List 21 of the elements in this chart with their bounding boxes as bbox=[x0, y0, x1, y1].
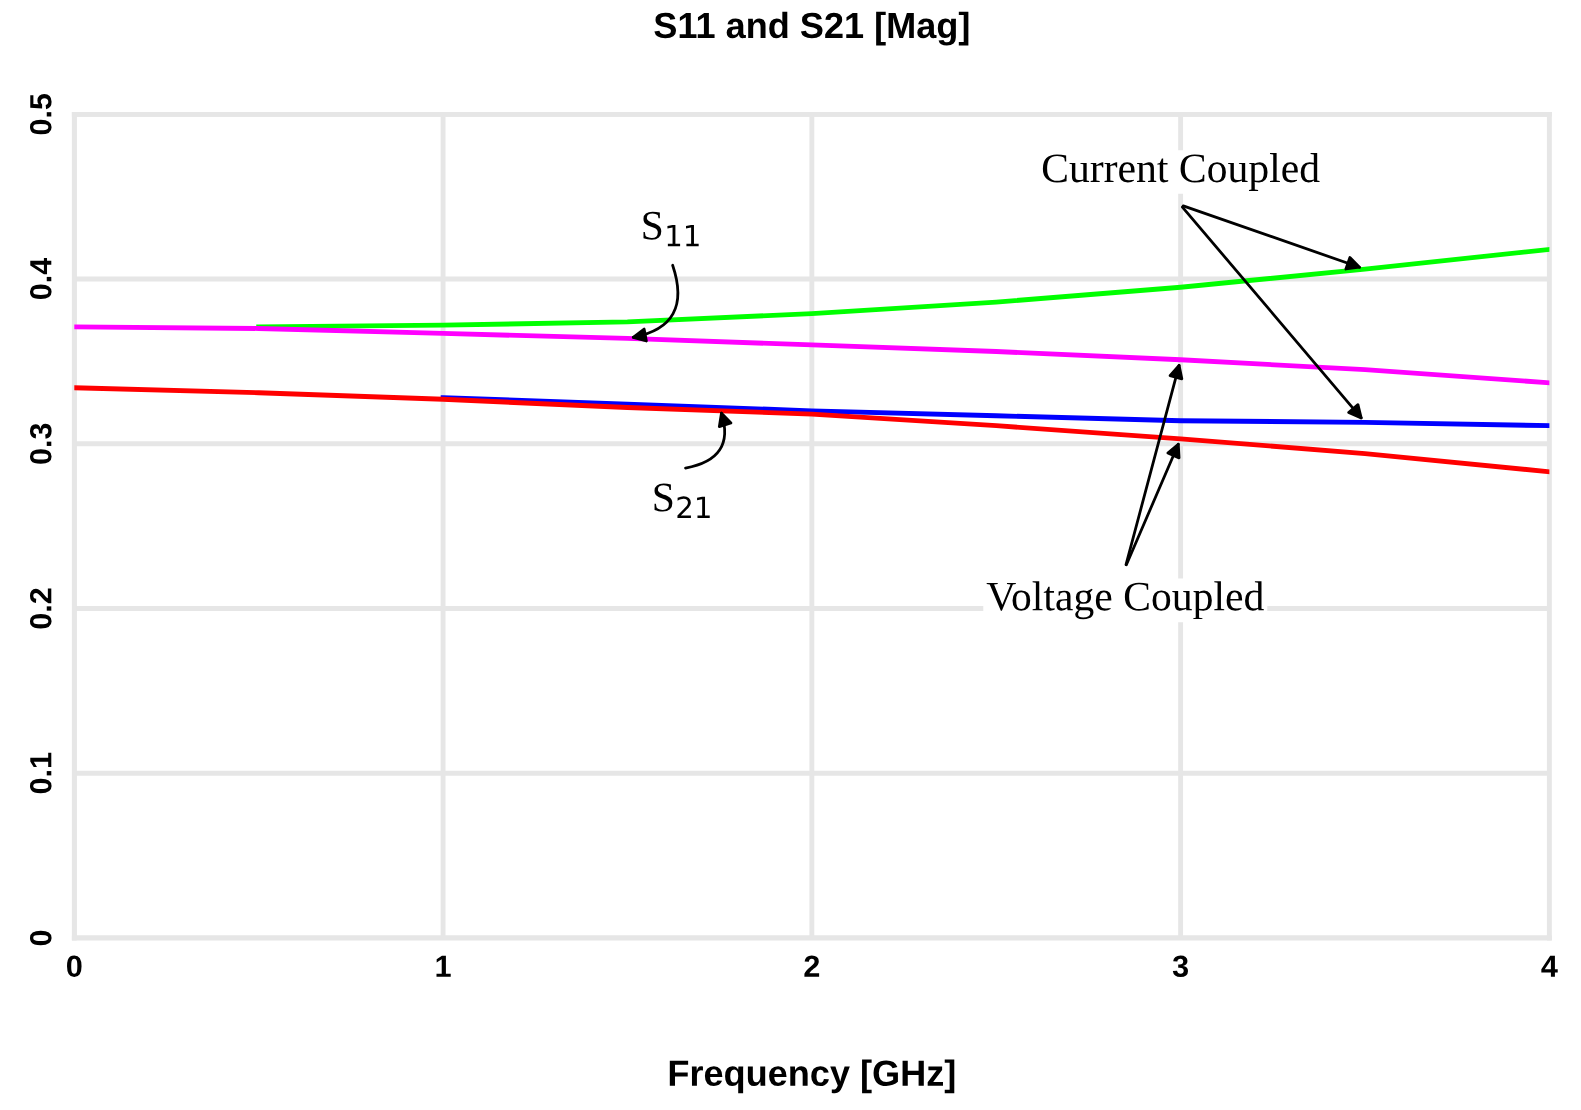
y-tick-label: 0 bbox=[29, 930, 52, 946]
y-tick-label: 0.5 bbox=[29, 93, 52, 135]
y-tick-label: 0.2 bbox=[29, 588, 52, 629]
y-tick-label: 0.4 bbox=[29, 257, 52, 300]
x-tick-label: 4 bbox=[1541, 955, 1558, 977]
x-tick-label: 1 bbox=[436, 955, 451, 977]
chart-title: S11 and S21 [Mag] bbox=[654, 11, 969, 46]
x-tick-label: 0 bbox=[67, 955, 82, 978]
annotation: Voltage Coupled bbox=[986, 581, 1264, 620]
line-series bbox=[256, 246, 1550, 330]
line-series bbox=[440, 395, 1550, 429]
line-series bbox=[74, 324, 1550, 386]
x-axis-title: Frequency [GHz] bbox=[669, 1059, 955, 1094]
annotation: Current Coupled bbox=[1042, 153, 1320, 191]
x-tick-label: 3 bbox=[1172, 955, 1188, 978]
line-series bbox=[74, 385, 1550, 475]
y-tick-label: 0.1 bbox=[29, 752, 52, 794]
y-tick-label: 0.3 bbox=[29, 423, 52, 464]
x-tick-label: 2 bbox=[804, 955, 820, 977]
annotation: S$_{21}$ bbox=[654, 483, 710, 518]
annotation: S$_{11}$ bbox=[643, 211, 699, 247]
